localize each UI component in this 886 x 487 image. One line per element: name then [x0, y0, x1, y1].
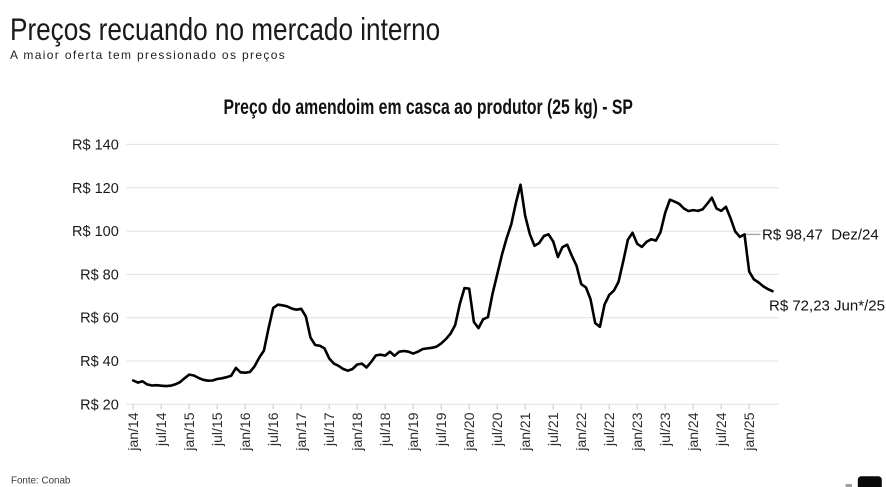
svg-text:jul/22: jul/22 — [601, 412, 617, 447]
svg-text:jan/23: jan/23 — [629, 412, 645, 451]
svg-text:R$ 40: R$ 40 — [80, 354, 119, 370]
svg-text:jan/17: jan/17 — [293, 412, 309, 451]
svg-text:jan/25: jan/25 — [741, 412, 757, 451]
svg-text:R$ 80: R$ 80 — [80, 267, 119, 283]
svg-text:R$ 100: R$ 100 — [72, 224, 119, 240]
svg-text:jul/15: jul/15 — [209, 412, 225, 447]
svg-text:jul/18: jul/18 — [377, 412, 393, 447]
svg-text:jan/15: jan/15 — [181, 412, 197, 451]
svg-text:jul/23: jul/23 — [657, 412, 673, 447]
svg-text:jan/16: jan/16 — [237, 412, 253, 451]
svg-text:R$ 72,23 Jun*/25: R$ 72,23 Jun*/25 — [769, 297, 885, 314]
svg-text:jan/19: jan/19 — [405, 412, 421, 451]
svg-text:jul/14: jul/14 — [153, 412, 169, 447]
svg-text:jul/19: jul/19 — [433, 412, 449, 447]
svg-text:jul/24: jul/24 — [713, 412, 729, 447]
svg-text:R$ 120: R$ 120 — [72, 181, 119, 197]
svg-text:jan/14: jan/14 — [125, 412, 141, 451]
svg-text:jul/20: jul/20 — [489, 412, 505, 447]
svg-text:R$ 140: R$ 140 — [72, 137, 119, 153]
svg-text:R$ 20: R$ 20 — [80, 397, 119, 413]
svg-text:jul/17: jul/17 — [321, 412, 337, 447]
svg-text:Fonte: Conab: Fonte: Conab — [11, 476, 71, 487]
svg-text:jul/16: jul/16 — [265, 412, 281, 447]
svg-text:R$ 60: R$ 60 — [80, 311, 119, 327]
svg-text:jul/21: jul/21 — [545, 412, 561, 447]
svg-text:jan/20: jan/20 — [461, 412, 477, 451]
svg-text:jan/18: jan/18 — [349, 412, 365, 451]
svg-text:jan/21: jan/21 — [517, 412, 533, 451]
svg-text:R$ 98,47 Dez/24: R$ 98,47 Dez/24 — [762, 227, 879, 244]
svg-text:jan/22: jan/22 — [573, 412, 589, 451]
svg-text:Preço do amendoim em casca ao: Preço do amendoim em casca ao produtor (… — [224, 95, 633, 119]
svg-text:jan/24: jan/24 — [685, 412, 701, 451]
